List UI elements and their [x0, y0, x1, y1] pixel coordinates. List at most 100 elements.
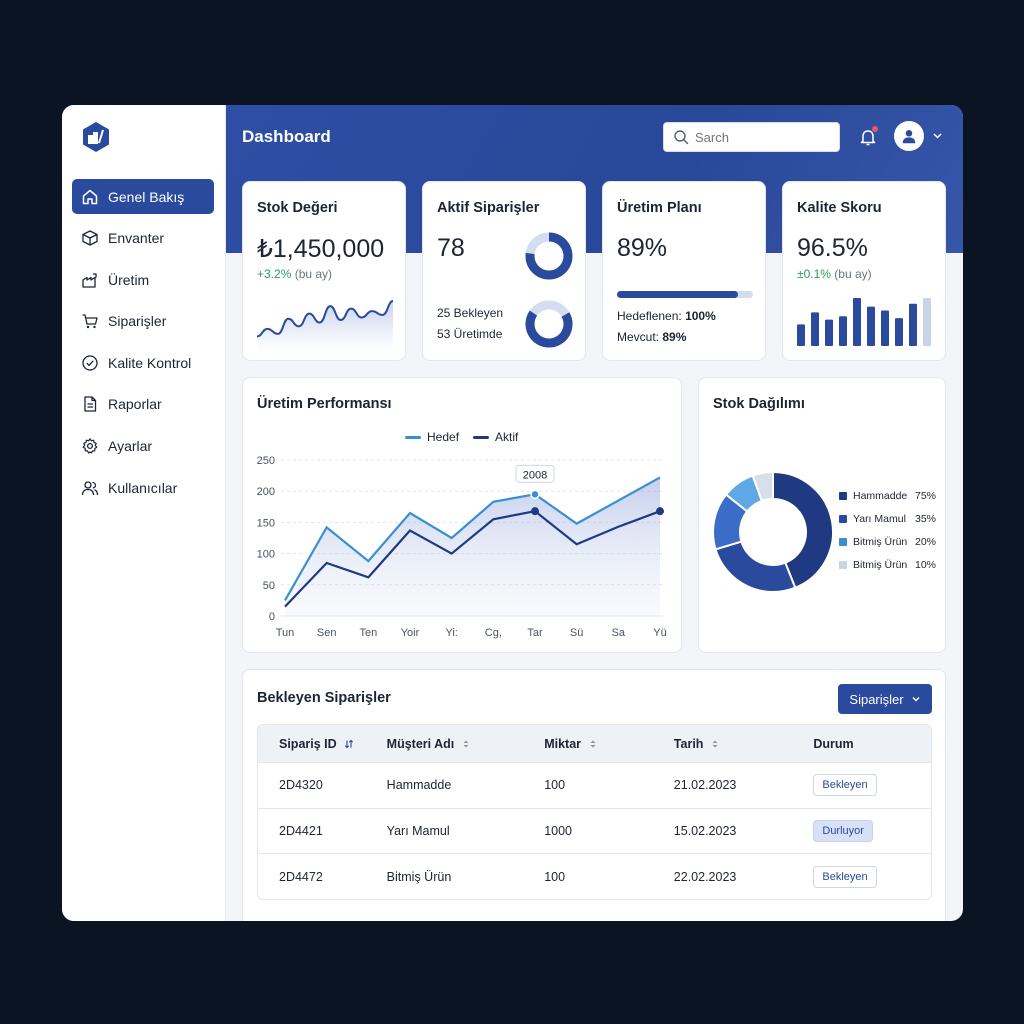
column-header-miktar[interactable]: Miktar: [544, 737, 674, 751]
x-tick-label: Sen: [317, 627, 337, 639]
sidebar-nav: Genel Bakış Envanter Üretim Siparişler K…: [72, 179, 214, 512]
order-id: 2D4320: [279, 778, 323, 793]
quality-bar: [909, 303, 917, 346]
sidebar-item-siparisler[interactable]: Siparişler: [72, 304, 214, 339]
stok-degeri-card[interactable]: Stok Değeri ₺1,450,000 +3.2% (bu ay): [242, 181, 406, 361]
sidebar-item-label: Kalite Kontrol: [108, 354, 192, 371]
legend-swatch: [405, 435, 421, 439]
legend-row: Hammadde 75%: [839, 484, 939, 507]
performance-line-chart: 0 50 100 150 200 250 Tun Sen Ten Yoir Yi: Cg, Tar Sü S…: [257, 455, 667, 639]
ring-value: [525, 232, 573, 280]
y-tick-label: 250: [257, 455, 275, 467]
app-window: Genel Bakış Envanter Üretim Siparişler K…: [62, 105, 963, 921]
sort-icon[interactable]: [461, 739, 471, 749]
quality-bar: [839, 316, 847, 346]
order-date: 22.02.2023: [673, 870, 737, 885]
sidebar-item-uretim[interactable]: Üretim: [72, 262, 214, 297]
users-icon: [81, 479, 99, 497]
x-tick-label: Yi:: [445, 627, 457, 639]
search-box[interactable]: [663, 122, 840, 152]
report-icon: [81, 395, 99, 413]
stok-dagilimi-card: Stok Dağılımı Hammadde 75% Yarı Mamul 35% …: [698, 377, 946, 653]
sidebar-item-label: Kullanıcılar: [108, 479, 178, 496]
x-tick-label: Tun: [276, 627, 295, 639]
sidebar-item-envanter[interactable]: Envanter: [72, 221, 214, 256]
kalite-skoru-card[interactable]: Kalite Skoru 96.5% ±0.1% (bu ay): [782, 181, 946, 361]
cart-icon: [81, 312, 99, 330]
column-header-durum: Durum: [813, 736, 854, 751]
card-title: Üretim Planı: [617, 200, 702, 216]
x-tick-label: Ten: [359, 627, 377, 639]
status-badge[interactable]: Durluyor: [813, 820, 873, 843]
logo-icon: [83, 122, 109, 152]
y-tick-label: 50: [263, 580, 275, 592]
bekleyen-siparisler-card: Bekleyen Siparişler Siparişler Sipariş I…: [242, 669, 946, 921]
avatar[interactable]: [894, 121, 924, 151]
sidebar-item-kullanicilar[interactable]: Kullanıcılar: [72, 470, 214, 505]
status-cell: Bekleyen: [813, 866, 931, 889]
customer-name: Yarı Mamul: [386, 824, 450, 839]
card-title: Stok Değeri: [257, 200, 338, 216]
y-tick-label: 0: [269, 611, 275, 623]
quality-bar: [881, 310, 889, 346]
order-qty: 1000: [544, 824, 572, 839]
sidebar-item-label: Raporlar: [108, 396, 162, 413]
order-id: 2D4472: [279, 870, 323, 885]
legend-hedef: Hedef: [405, 430, 459, 444]
orders-table: Sipariş ID Müşteri Adı Miktar Tarih Duru…: [257, 724, 932, 900]
status-badge[interactable]: Bekleyen: [813, 866, 877, 889]
bell-icon[interactable]: [858, 127, 878, 147]
search-input[interactable]: [695, 129, 835, 145]
customer-name: Hammadde: [386, 778, 452, 793]
sort-desc-icon[interactable]: [344, 739, 354, 749]
table-row[interactable]: 2D4472 Bitmiş Ürün 100 22.02.2023 Bekley…: [258, 854, 931, 899]
sparkline-chart: [257, 300, 393, 350]
chevron-down-icon[interactable]: [932, 130, 943, 141]
x-tick-label: Sü: [570, 627, 583, 639]
donut-legend: Hammadde 75% Yarı Mamul 35% Bitmiş Ürün 20%…: [839, 484, 939, 576]
search-icon: [674, 130, 689, 145]
legend-row: Yarı Mamul 35%: [839, 507, 939, 530]
aktif-point: [656, 507, 664, 516]
aktif-siparisler-card[interactable]: Aktif Siparişler 78 25 Bekleyen 53 Üreti…: [422, 181, 586, 361]
aktif-line: [284, 509, 661, 608]
legend-swatch: [839, 537, 847, 546]
column-header-tarih[interactable]: Tarih: [674, 737, 814, 751]
order-qty: 100: [544, 870, 566, 885]
table-row[interactable]: 2D4421 Yarı Mamul 1000 15.02.2023 Durluy…: [258, 808, 931, 855]
x-tick-label: Cg,: [485, 627, 502, 639]
siparisler-dropdown-button[interactable]: Siparişler: [838, 684, 932, 714]
sidebar-item-ayarlar[interactable]: Ayarlar: [72, 429, 214, 464]
sidebar-item-kalite-kontrol[interactable]: Kalite Kontrol: [72, 345, 214, 380]
sparkline-area: [257, 301, 393, 350]
y-tick-label: 100: [257, 549, 275, 561]
sidebar-item-label: Ayarlar: [108, 438, 153, 455]
status-cell: Durluyor: [813, 820, 931, 843]
status-badge[interactable]: Bekleyen: [813, 774, 877, 797]
uretimde-count: 53 Üretimde: [437, 327, 503, 341]
gear-icon: [81, 437, 99, 455]
x-tick-label: Tar: [527, 627, 543, 639]
sidebar-item-label: Üretim: [108, 271, 150, 288]
y-tick-label: 150: [257, 517, 275, 529]
donut-slice: [714, 540, 797, 593]
sort-icon[interactable]: [710, 739, 720, 749]
kpi-value: ₺1,450,000: [257, 235, 385, 263]
sidebar-item-raporlar[interactable]: Raporlar: [72, 387, 214, 422]
uretim-plani-card[interactable]: Üretim Planı 89% Hedeflenen: 100% Mevcut…: [602, 181, 766, 361]
kpi-value: 89%: [617, 234, 668, 262]
column-header-siparis-id[interactable]: Sipariş ID: [258, 737, 387, 751]
sort-icon[interactable]: [588, 739, 598, 749]
column-header-musteri-adi[interactable]: Müşteri Adı: [387, 737, 545, 751]
card-title: Aktif Siparişler: [437, 200, 540, 216]
table-row[interactable]: 2D4320 Hammadde 100 21.02.2023 Bekleyen: [258, 763, 931, 809]
sidebar-item-label: Siparişler: [108, 313, 167, 330]
sidebar-item-genel-bakis[interactable]: Genel Bakış: [72, 179, 214, 214]
bekleyen-count: 25 Bekleyen: [437, 306, 504, 320]
kpi-value: 96.5%: [797, 234, 868, 262]
quality-bar: [797, 324, 805, 346]
uretim-performansi-card: Üretim Performansı Hedef Aktif 0 50 100 150…: [242, 377, 682, 653]
box-icon: [81, 229, 99, 247]
uretimde-ring-chart: [525, 300, 573, 348]
sidebar-item-label: Envanter: [108, 230, 165, 247]
